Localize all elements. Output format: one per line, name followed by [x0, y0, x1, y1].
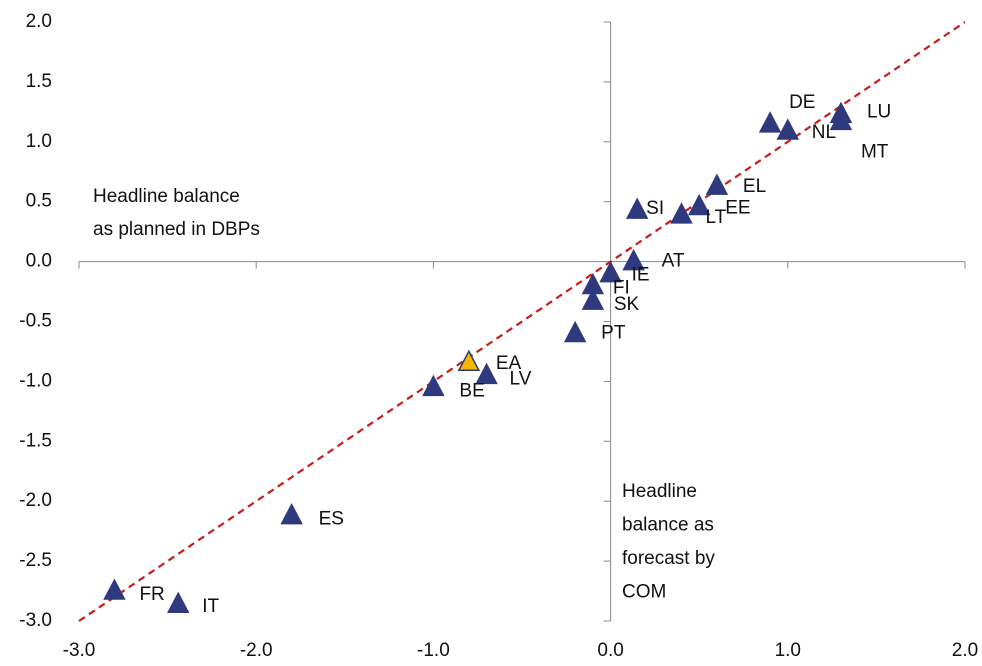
- point-label: FI: [613, 278, 630, 299]
- reference-line: [78, 21, 966, 622]
- point-label: EA: [496, 353, 522, 374]
- point-label: PT: [601, 322, 626, 343]
- marker: [280, 502, 303, 525]
- y-tick-label: 1.0: [26, 131, 52, 152]
- marker: [103, 578, 126, 600]
- marker: [622, 248, 645, 271]
- annotation: forecast by: [622, 548, 715, 569]
- marker: [563, 320, 587, 343]
- marker: [422, 374, 445, 397]
- x-tick-label: 1.0: [775, 640, 801, 661]
- point-label: NL: [812, 122, 836, 143]
- point-label: LU: [867, 101, 891, 122]
- annotation: Headline balance: [93, 186, 240, 207]
- y-tick-label: 0.5: [26, 191, 52, 212]
- y-tick-label: -1.5: [19, 430, 52, 451]
- y-tick-label: -0.5: [19, 311, 52, 332]
- point-label: IE: [632, 265, 650, 286]
- point-label: MT: [861, 141, 889, 162]
- point-label: SI: [646, 198, 664, 219]
- point-label: IT: [202, 596, 219, 617]
- x-tick-label: 2.0: [952, 640, 978, 661]
- annotation: Headline: [622, 481, 697, 502]
- point-label: FR: [139, 584, 164, 605]
- x-tick-label: -3.0: [63, 640, 96, 661]
- point-label: LV: [510, 368, 532, 389]
- marker: [687, 193, 711, 216]
- annotation: COM: [622, 582, 666, 603]
- y-tick-label: -1.0: [19, 370, 52, 391]
- y-tick-label: -2.0: [19, 490, 52, 511]
- point-label: EL: [743, 176, 766, 197]
- marker: [166, 591, 190, 613]
- point-label: ES: [319, 509, 344, 530]
- y-tick-label: -2.5: [19, 550, 52, 571]
- marker: [475, 362, 498, 385]
- marker: [829, 108, 853, 131]
- marker: [625, 197, 649, 219]
- point-label: BE: [459, 380, 484, 401]
- point-label: DE: [789, 92, 815, 113]
- x-tick-label: -2.0: [240, 640, 273, 661]
- marker: [758, 111, 782, 133]
- point-label: LT: [705, 207, 726, 228]
- x-tick-label: -1.0: [417, 640, 450, 661]
- point-label: AT: [662, 251, 685, 272]
- x-tick-label: 0.0: [597, 640, 623, 661]
- marker: [457, 349, 481, 371]
- y-tick-label: -3.0: [19, 610, 52, 631]
- annotation: as planned in DBPs: [93, 219, 260, 240]
- marker: [599, 260, 622, 283]
- marker: [581, 288, 605, 310]
- y-tick-label: 2.0: [26, 11, 52, 32]
- point-label: EE: [725, 198, 750, 219]
- marker: [776, 118, 800, 140]
- y-tick-label: 1.5: [26, 71, 52, 92]
- marker: [705, 173, 729, 195]
- marker: [670, 202, 693, 224]
- point-label: SK: [614, 294, 640, 315]
- y-tick-label: 0.0: [26, 251, 52, 272]
- annotation: balance as: [622, 515, 714, 536]
